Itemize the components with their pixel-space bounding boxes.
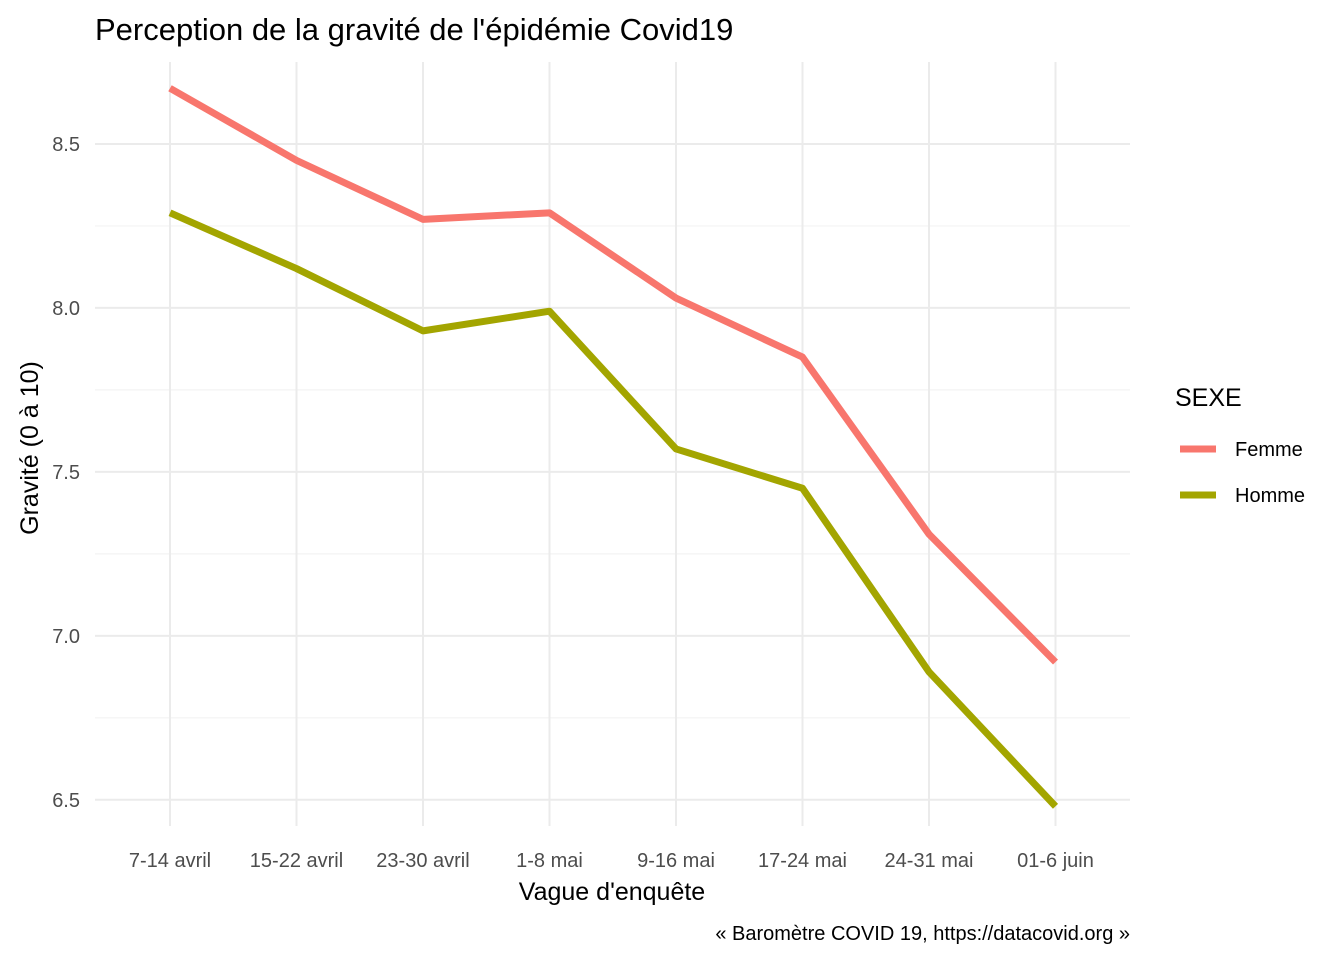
series-lines [168, 85, 1059, 809]
chart-title: Perception de la gravité de l'épidémie C… [95, 12, 733, 47]
x-axis-ticks: 7-14 avril 15-22 avril 23-30 avril 1-8 mai 9… [129, 850, 1094, 872]
y-tick-label: 7.5 [52, 462, 80, 484]
grid [95, 62, 1130, 826]
series-line-femme [168, 85, 1058, 665]
legend: SEXE Femme Homme [1175, 384, 1305, 507]
legend-label-femme: Femme [1235, 439, 1303, 461]
legend-label-homme: Homme [1235, 485, 1305, 507]
x-axis-title: Vague d'enquête [519, 878, 705, 906]
y-tick-label: 6.5 [52, 790, 80, 812]
x-tick-label: 17-24 mai [758, 850, 847, 872]
x-tick-label: 23-30 avril [376, 850, 469, 872]
x-tick-label: 15-22 avril [250, 850, 343, 872]
chart-caption: « Baromètre COVID 19, https://datacovid.… [715, 923, 1130, 945]
x-tick-label: 9-16 mai [637, 850, 715, 872]
y-axis-ticks: 6.5 7.0 7.5 8.0 8.5 [52, 134, 80, 812]
y-tick-label: 8.0 [52, 298, 80, 320]
x-tick-label: 7-14 avril [129, 850, 211, 872]
series-line-homme [168, 209, 1059, 809]
legend-title: SEXE [1175, 384, 1242, 412]
y-tick-label: 7.0 [52, 626, 80, 648]
x-tick-label: 01-6 juin [1017, 850, 1094, 872]
x-tick-label: 1-8 mai [516, 850, 583, 872]
y-axis-title: Gravité (0 à 10) [16, 361, 44, 535]
y-tick-label: 8.5 [52, 134, 80, 156]
x-tick-label: 24-31 mai [885, 850, 974, 872]
